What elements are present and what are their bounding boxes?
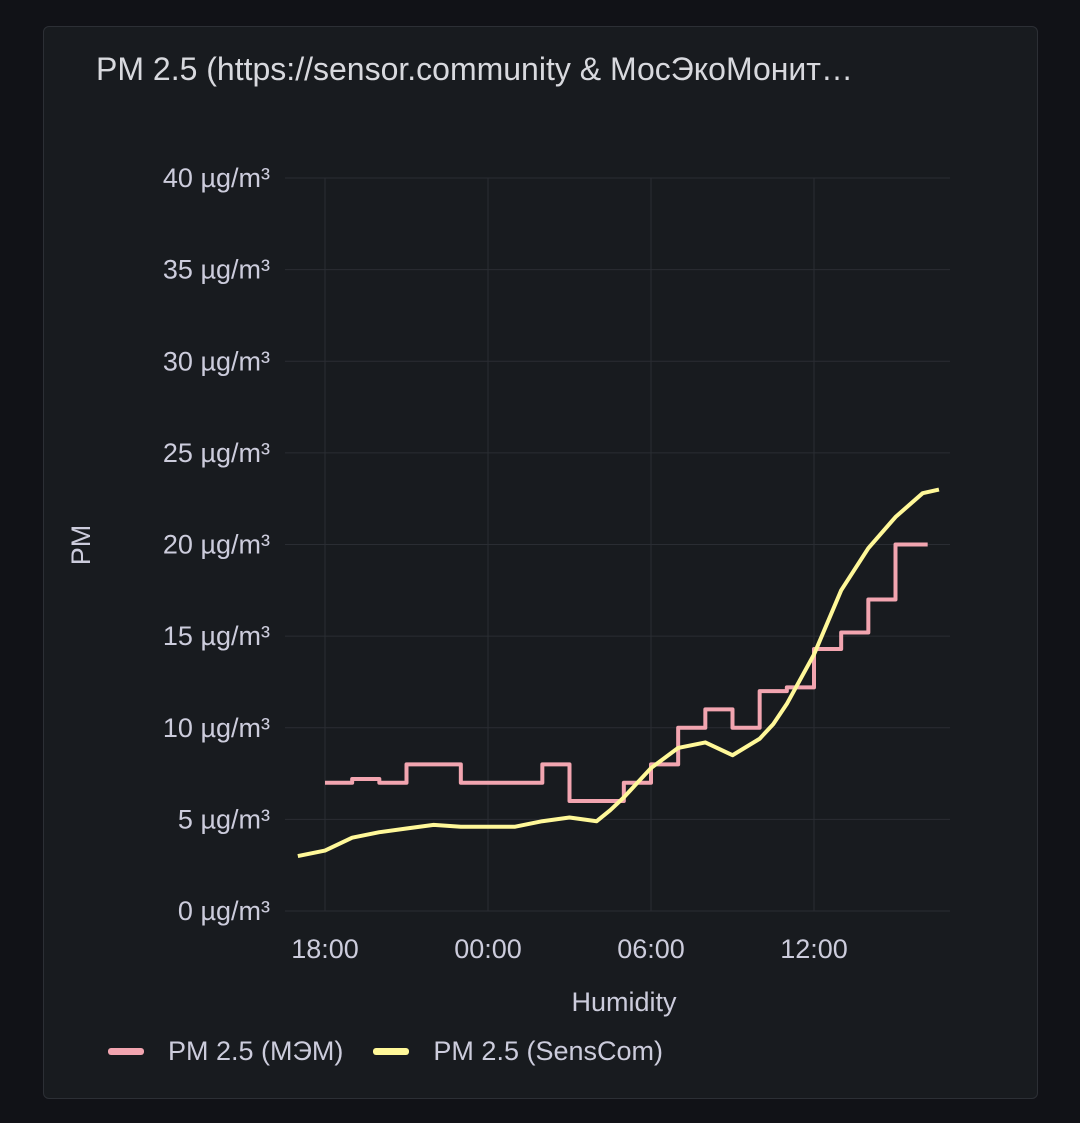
legend-swatch-mem	[108, 1048, 144, 1055]
grid-lines	[285, 177, 950, 912]
series-line-0[interactable]	[325, 542, 928, 804]
y-axis-title: PM	[66, 525, 96, 566]
x-axis-title: Humidity	[571, 987, 677, 1017]
x-axis-ticks: 18:00 00:00 06:00 12:00	[291, 934, 848, 964]
legend: PM 2.5 (МЭМ) PM 2.5 (SensCom)	[108, 1036, 663, 1067]
y-tick-label: 40 µg/m³	[163, 163, 270, 193]
y-tick-label: 5 µg/m³	[178, 804, 270, 834]
x-tick-label: 00:00	[454, 934, 522, 964]
y-tick-label: 10 µg/m³	[163, 713, 270, 743]
legend-item-senscom[interactable]: PM 2.5 (SensCom)	[373, 1036, 663, 1067]
y-tick-label: 0 µg/m³	[178, 896, 270, 926]
x-tick-label: 06:00	[617, 934, 685, 964]
legend-swatch-senscom	[373, 1048, 410, 1055]
series-lines	[297, 487, 940, 858]
y-tick-label: 35 µg/m³	[163, 255, 270, 285]
series-line-1[interactable]	[297, 487, 940, 858]
legend-label-mem: PM 2.5 (МЭМ)	[168, 1036, 344, 1066]
y-tick-label: 25 µg/m³	[163, 438, 270, 468]
legend-label-senscom: PM 2.5 (SensCom)	[433, 1036, 663, 1066]
y-axis-ticks: 0 µg/m³ 5 µg/m³ 10 µg/m³ 15 µg/m³ 20 µg/m³ 25…	[163, 163, 270, 926]
legend-item-mem[interactable]: PM 2.5 (МЭМ)	[108, 1036, 343, 1067]
y-tick-label: 20 µg/m³	[163, 530, 270, 560]
y-tick-label: 15 µg/m³	[163, 621, 270, 651]
y-tick-label: 30 µg/m³	[163, 346, 270, 376]
chart-svg: 0 µg/m³ 5 µg/m³ 10 µg/m³ 15 µg/m³ 20 µg/m³ 25…	[66, 163, 950, 1017]
chart-panel: PM 2.5 (https://sensor.community & МосЭк…	[43, 26, 1038, 1099]
x-tick-label: 12:00	[780, 934, 848, 964]
x-tick-label: 18:00	[291, 934, 359, 964]
